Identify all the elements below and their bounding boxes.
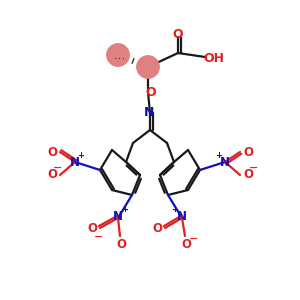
- Text: −: −: [53, 163, 63, 173]
- Text: +: +: [122, 206, 128, 214]
- Text: N: N: [70, 157, 80, 169]
- Text: N: N: [220, 157, 230, 169]
- Text: OH: OH: [203, 52, 224, 64]
- Circle shape: [137, 56, 159, 78]
- Text: N: N: [113, 211, 123, 224]
- Circle shape: [137, 56, 159, 78]
- Text: O: O: [87, 223, 97, 236]
- Text: O: O: [116, 238, 126, 250]
- Text: O: O: [173, 28, 183, 41]
- Text: N: N: [177, 211, 187, 224]
- Text: −: −: [94, 232, 104, 242]
- Text: −: −: [189, 234, 199, 244]
- Text: +: +: [215, 151, 223, 160]
- Text: O: O: [243, 169, 253, 182]
- Text: O: O: [47, 146, 57, 158]
- Text: O: O: [243, 146, 253, 158]
- Text: O: O: [47, 169, 57, 182]
- Text: O: O: [181, 238, 191, 250]
- Text: ...: ...: [114, 54, 126, 60]
- Text: −: −: [249, 163, 259, 173]
- Text: N: N: [144, 106, 154, 118]
- Text: +: +: [77, 151, 85, 160]
- Circle shape: [107, 44, 129, 66]
- Text: O: O: [146, 86, 156, 100]
- Text: +: +: [172, 206, 178, 214]
- Circle shape: [107, 44, 129, 66]
- Text: O: O: [152, 223, 162, 236]
